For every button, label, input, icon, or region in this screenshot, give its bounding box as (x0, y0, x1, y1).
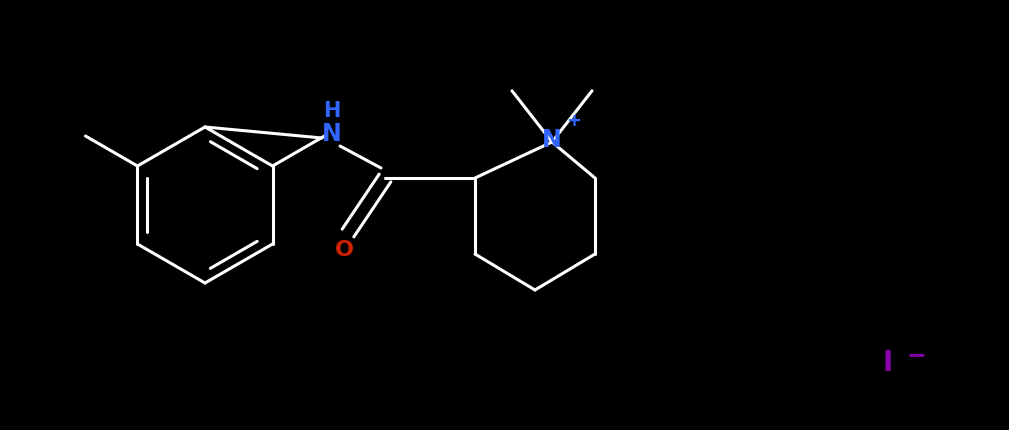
Text: O: O (335, 240, 353, 259)
Text: I: I (883, 348, 893, 376)
Text: H: H (323, 101, 341, 121)
Text: N: N (542, 128, 562, 152)
Text: −: − (906, 342, 926, 366)
Text: N: N (322, 122, 342, 146)
Text: +: + (566, 112, 581, 130)
